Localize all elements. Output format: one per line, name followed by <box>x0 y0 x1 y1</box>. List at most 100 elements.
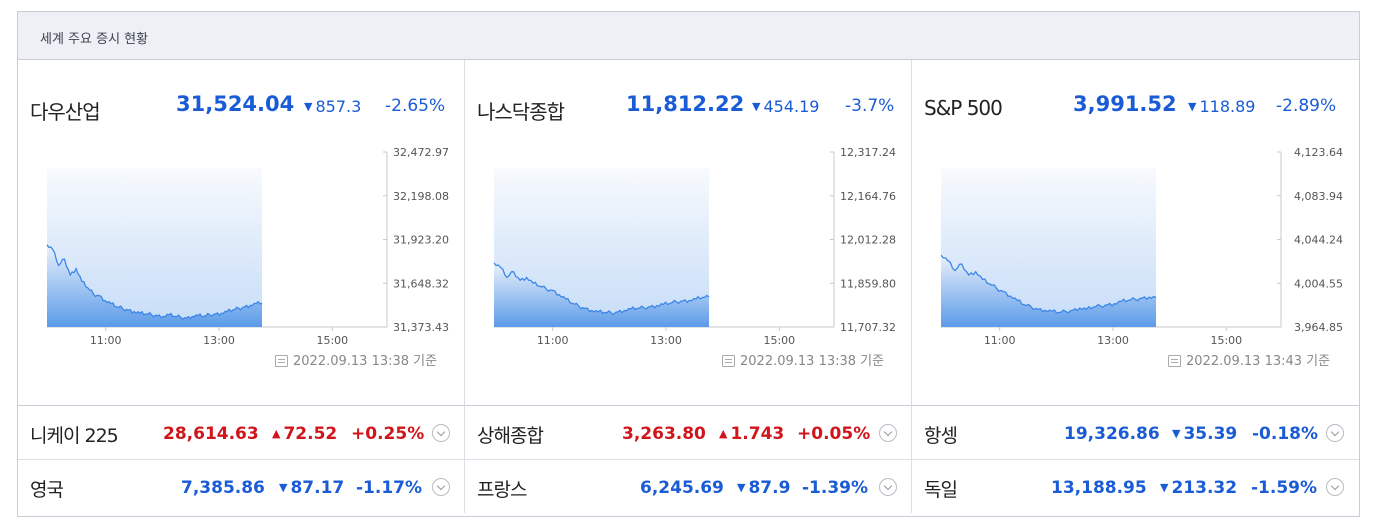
row-value: 6,245.69 <box>640 478 724 498</box>
document-icon <box>1168 355 1181 367</box>
row-name: 독일 <box>924 479 958 501</box>
y-tick-label: 32,198.08 <box>393 190 449 203</box>
x-tick-label: 13:00 <box>203 334 235 347</box>
timestamp: 2022.09.13 13:38 기준 <box>722 350 884 369</box>
price-area <box>494 263 709 327</box>
timestamp: 2022.09.13 13:43 기준 <box>1168 350 1330 369</box>
expand-icon[interactable] <box>879 478 897 496</box>
index-row-hangseng[interactable]: 항셍 19,326.86 ▼ 35.39 -0.18% <box>912 405 1359 459</box>
document-icon <box>275 355 288 367</box>
y-tick-label: 4,004.55 <box>1294 277 1343 290</box>
index-panel-dow[interactable]: 다우산업 31,524.04 ▼ 857.3 -2.65% 32,472.97 32… <box>18 60 465 405</box>
row-change-pct: -1.17% <box>356 478 423 498</box>
down-arrow-icon: ▼ <box>1172 427 1181 440</box>
index-panel-sp500[interactable]: S&P 500 3,991.52 ▼ 118.89 -2.89% 4,123.64… <box>912 60 1359 405</box>
y-tick-label: 11,707.32 <box>840 321 896 334</box>
intraday-chart: 32,472.97 32,198.08 31,923.20 31,648.32 31,3… <box>46 146 449 347</box>
row-value: 7,385.86 <box>181 478 265 498</box>
y-tick-label: 12,012.28 <box>840 234 896 247</box>
x-tick-label: 15:00 <box>1210 334 1242 347</box>
x-tick-label: 11:00 <box>537 334 569 347</box>
expand-icon[interactable] <box>432 478 450 496</box>
row-value: 19,326.86 <box>1064 424 1160 444</box>
index-change: ▼ 454.19 <box>752 97 820 116</box>
y-tick-label: 31,648.32 <box>393 277 449 290</box>
index-value: 31,524.04 <box>176 92 295 116</box>
row-change-pct: -1.59% <box>1251 478 1318 498</box>
intraday-chart: 12,317.24 12,164.76 12,012.28 11,859.80 11,7… <box>493 146 896 347</box>
row-value: 3,263.80 <box>622 424 706 444</box>
x-tick-label: 13:00 <box>650 334 682 347</box>
expand-icon[interactable] <box>1326 478 1344 496</box>
x-tick-label: 15:00 <box>763 334 795 347</box>
price-line <box>46 244 263 321</box>
y-tick-label: 12,164.76 <box>840 190 896 203</box>
row-change-pct: +0.25% <box>351 424 425 444</box>
row-change: ▲ 72.52 <box>272 424 338 444</box>
widget-title: 세계 주요 증시 현황 <box>40 32 149 47</box>
row-change-pct: +0.05% <box>797 424 871 444</box>
index-panel-nasdaq[interactable]: 나스닥종합 11,812.22 ▼ 454.19 -3.7% 12,317.24 1… <box>465 60 912 405</box>
up-arrow-icon: ▲ <box>719 427 728 440</box>
index-name: S&P 500 <box>924 96 1003 120</box>
x-tick-label: 11:00 <box>984 334 1016 347</box>
y-tick-label: 32,472.97 <box>393 146 449 159</box>
row-name: 영국 <box>30 479 64 501</box>
index-row-shanghai[interactable]: 상해종합 3,263.80 ▲ 1.743 +0.05% <box>465 405 912 459</box>
index-row-germany[interactable]: 독일 13,188.95 ▼ 213.32 -1.59% <box>912 459 1359 513</box>
row-name: 항셍 <box>924 425 958 447</box>
price-line <box>493 262 710 316</box>
row-value: 28,614.63 <box>163 424 259 444</box>
y-tick-label: 4,044.24 <box>1294 234 1343 247</box>
row-name: 프랑스 <box>477 479 527 501</box>
down-arrow-icon: ▼ <box>737 481 746 494</box>
down-arrow-icon: ▼ <box>1160 481 1169 494</box>
index-value: 11,812.22 <box>626 92 745 116</box>
row-change-pct: -0.18% <box>1252 424 1319 444</box>
world-indices-widget: 세계 주요 증시 현황 다우산업 31,524.04 ▼ 857.3 -2.65%… <box>17 11 1360 517</box>
row-name: 니케이 225 <box>30 425 119 447</box>
down-arrow-icon: ▼ <box>304 100 313 113</box>
y-tick-label: 12,317.24 <box>840 146 896 159</box>
index-change-pct: -2.65% <box>385 96 446 116</box>
expand-icon[interactable] <box>879 424 897 442</box>
down-arrow-icon: ▼ <box>1188 100 1197 113</box>
index-change: ▼ 118.89 <box>1188 97 1256 116</box>
index-name: 다우산업 <box>30 100 101 124</box>
x-tick-label: 13:00 <box>1097 334 1129 347</box>
y-tick-label: 4,083.94 <box>1294 190 1343 203</box>
row-change: ▼ 87.17 <box>279 478 345 498</box>
y-tick-label: 31,923.20 <box>393 234 449 247</box>
index-row-uk[interactable]: 영국 7,385.86 ▼ 87.17 -1.17% <box>18 459 465 513</box>
down-arrow-icon: ▼ <box>279 481 288 494</box>
down-arrow-icon: ▼ <box>752 100 761 113</box>
expand-icon[interactable] <box>1326 424 1344 442</box>
x-tick-label: 11:00 <box>90 334 122 347</box>
document-icon <box>722 355 735 367</box>
row-name: 상해종합 <box>477 425 544 447</box>
index-row-nikkei[interactable]: 니케이 225 28,614.63 ▲ 72.52 +0.25% <box>18 405 465 459</box>
row-value: 13,188.95 <box>1051 478 1147 498</box>
row-change: ▼ 35.39 <box>1172 424 1238 444</box>
widget-header: 세계 주요 증시 현황 <box>18 12 1359 60</box>
index-value: 3,991.52 <box>1073 92 1177 116</box>
up-arrow-icon: ▲ <box>272 427 281 440</box>
price-line <box>940 254 1157 314</box>
row-change-pct: -1.39% <box>802 478 869 498</box>
index-change: ▼ 857.3 <box>304 97 362 116</box>
intraday-chart: 4,123.64 4,083.94 4,044.24 4,004.55 3,964.85… <box>940 146 1343 347</box>
timestamp: 2022.09.13 13:38 기준 <box>275 350 437 369</box>
x-tick-label: 15:00 <box>316 334 348 347</box>
index-row-france[interactable]: 프랑스 6,245.69 ▼ 87.9 -1.39% <box>465 459 912 513</box>
y-tick-label: 3,964.85 <box>1294 321 1343 334</box>
price-area <box>941 255 1156 327</box>
expand-icon[interactable] <box>432 424 450 442</box>
price-area <box>47 244 262 327</box>
index-name: 나스닥종합 <box>477 100 565 124</box>
y-tick-label: 11,859.80 <box>840 277 896 290</box>
index-change-pct: -3.7% <box>845 96 895 116</box>
row-change: ▼ 213.32 <box>1160 478 1238 498</box>
row-change: ▼ 87.9 <box>737 478 791 498</box>
row-change: ▲ 1.743 <box>719 424 785 444</box>
y-tick-label: 31,373.43 <box>393 321 449 334</box>
